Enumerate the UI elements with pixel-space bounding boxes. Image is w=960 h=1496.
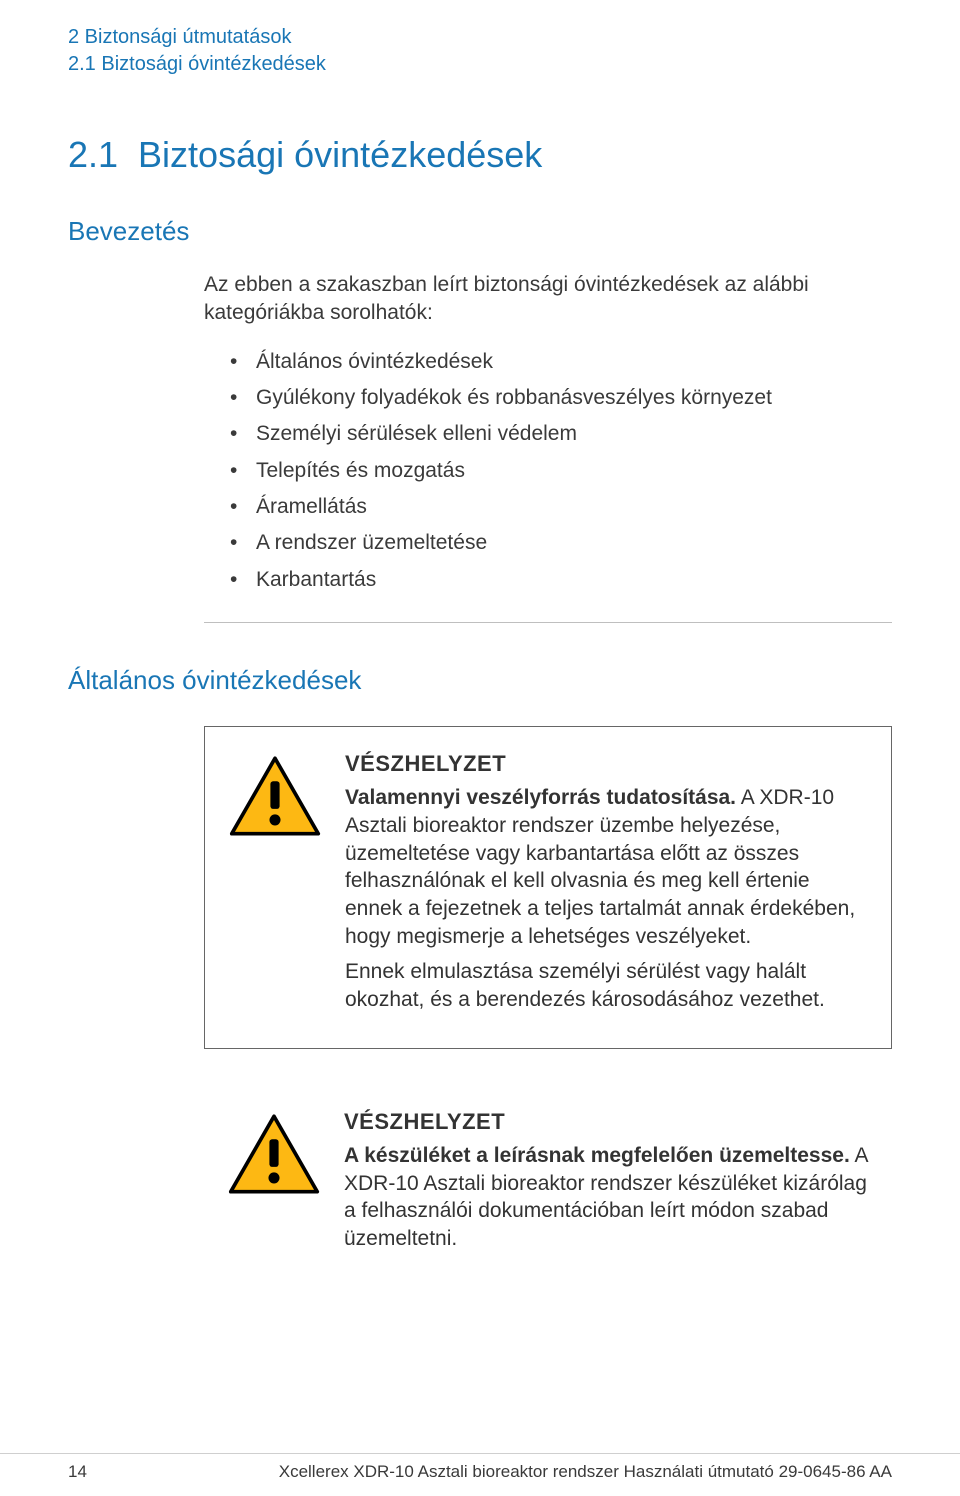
warning-bold-lead: A készüléket a leírásnak megfelelően üze… [344,1144,850,1167]
section-title: 2.1 Biztosági óvintézkedések [68,134,892,176]
list-item: Gyúlékony folyadékok és robbanásveszélye… [230,380,892,416]
header-line-2: 2.1 Biztosági óvintézkedések [68,51,892,78]
warning-paragraph: Valamennyi veszélyforrás tudatosítása. A… [345,784,867,950]
warning-paragraph-2: Ennek elmulasztása személyi sérülést vag… [345,958,867,1013]
header-line-1: 2 Biztonsági útmutatások [68,24,892,51]
warning-box-1: VÉSZHELYZET Valamennyi veszélyforrás tud… [204,726,892,1049]
list-item: Áramellátás [230,489,892,525]
warning-icon [229,755,321,842]
list-item: A rendszer üzemeltetése [230,525,892,561]
general-heading: Általános óvintézkedések [68,665,892,696]
page-footer: 14 Xcellerex XDR-10 Asztali bioreaktor r… [0,1453,960,1482]
warning-text-2: VÉSZHELYZET A készüléket a leírásnak meg… [344,1107,868,1261]
section-title-text: Biztosági óvintézkedések [138,134,542,176]
warning-headline: VÉSZHELYZET [345,749,867,778]
list-item: Karbantartás [230,562,892,598]
warning-text-1: VÉSZHELYZET Valamennyi veszélyforrás tud… [345,749,867,1022]
footer-doc-id: Xcellerex XDR-10 Asztali bioreaktor rend… [279,1462,892,1482]
document-page: 2 Biztonsági útmutatások 2.1 Biztosági ó… [0,0,960,1496]
section-number: 2.1 [68,134,118,176]
warning-headline: VÉSZHELYZET [344,1107,868,1136]
warning-paragraph: A készüléket a leírásnak megfelelően üze… [344,1142,868,1253]
intro-bullet-list: Általános óvintézkedések Gyúlékony folya… [230,344,892,598]
warning-icon [228,1113,320,1200]
intro-heading: Bevezetés [68,216,892,247]
intro-paragraph: Az ebben a szakaszban leírt biztonsági ó… [204,271,892,328]
warning-bold-lead: Valamennyi veszélyforrás tudatosítása. [345,786,736,809]
list-item: Általános óvintézkedések [230,344,892,380]
running-header: 2 Biztonsági útmutatások 2.1 Biztosági ó… [68,24,892,78]
warning-box-2: VÉSZHELYZET A készüléket a leírásnak meg… [204,1079,892,1287]
page-number: 14 [68,1462,87,1482]
list-item: Személyi sérülések elleni védelem [230,416,892,452]
horizontal-rule [204,622,892,623]
list-item: Telepítés és mozgatás [230,453,892,489]
warning-p1-rest: A XDR-10 Asztali bioreaktor rendszer üze… [345,786,855,948]
